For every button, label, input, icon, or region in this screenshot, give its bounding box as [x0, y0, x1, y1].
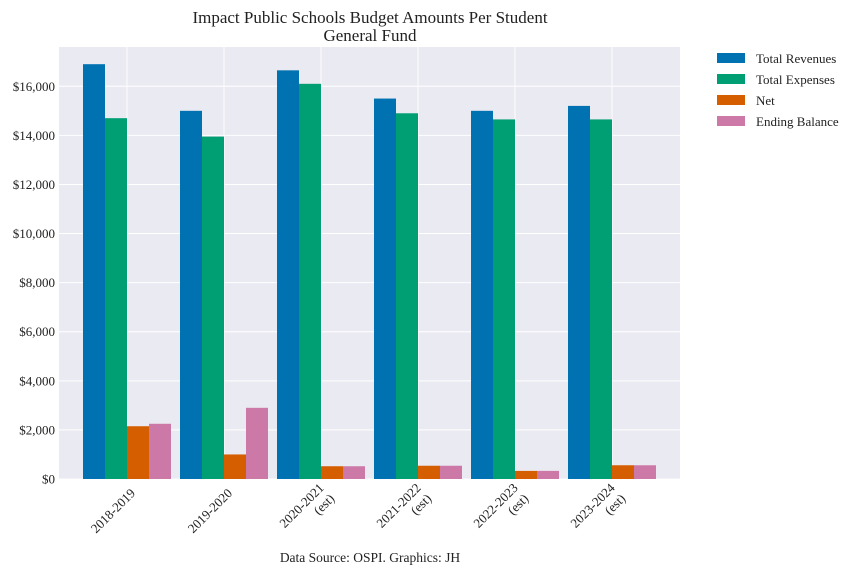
x-tick-label: 2022-2023(est) — [470, 480, 531, 530]
legend-label: Total Revenues — [756, 51, 836, 66]
bar-total-revenues — [83, 64, 105, 479]
bar-total-expenses — [590, 119, 612, 479]
bar-net — [612, 465, 634, 479]
bar-total-revenues — [568, 105, 590, 479]
y-tick-label: $8,000 — [19, 275, 55, 290]
chart-subtitle: General Fund — [323, 26, 417, 45]
bar-total-expenses — [105, 118, 127, 479]
bar-ending-balance — [634, 465, 656, 479]
bar-total-expenses — [396, 113, 418, 479]
legend-label: Total Expenses — [756, 72, 835, 87]
bar-ending-balance — [537, 470, 559, 479]
bar-ending-balance — [343, 466, 365, 479]
y-tick-label: $10,000 — [13, 226, 55, 241]
x-tick-label: 2019-2020 — [185, 485, 235, 535]
y-tick-label: $6,000 — [19, 324, 55, 339]
bar-net — [224, 454, 246, 479]
bar-net — [515, 470, 537, 479]
bars — [83, 64, 656, 480]
legend-label: Ending Balance — [756, 114, 839, 129]
x-tick-label: 2021-2022(est) — [373, 480, 434, 530]
x-tick-label: 2018-2019 — [88, 485, 138, 535]
bar-ending-balance — [246, 407, 268, 479]
bar-total-revenues — [471, 110, 493, 480]
source-note: Data Source: OSPI. Graphics: JH — [280, 550, 461, 565]
bar-total-expenses — [202, 136, 224, 479]
y-tick-label: $16,000 — [13, 79, 55, 94]
bar-net — [418, 465, 440, 479]
bar-ending-balance — [440, 465, 462, 479]
bar-total-expenses — [493, 119, 515, 479]
bar-total-expenses — [299, 83, 321, 480]
y-axis-ticks: $0 $2,000 $4,000 $6,000 $8,000 $10,000 $12,000… — [13, 79, 55, 487]
legend-swatch — [717, 116, 745, 126]
legend-swatch — [717, 74, 745, 84]
bar-total-revenues — [277, 70, 299, 480]
x-tick-label: 2023-2024(est) — [567, 480, 628, 531]
legend-swatch — [717, 53, 745, 63]
y-tick-label: $0 — [42, 472, 55, 487]
x-axis-ticks: 2018-2019 2019-2020 2020-2021(est) 2021-202… — [88, 480, 629, 536]
y-tick-label: $12,000 — [13, 177, 55, 192]
bar-net — [321, 466, 343, 479]
y-tick-label: $4,000 — [19, 373, 55, 388]
y-tick-label: $2,000 — [19, 422, 55, 437]
legend-swatch — [717, 95, 745, 105]
x-tick-label: 2020-2021(est) — [276, 480, 337, 530]
x-tick-label-line: 2018-2019 — [88, 485, 138, 535]
bar-net — [127, 426, 149, 479]
x-tick-label-line: 2019-2020 — [185, 485, 235, 535]
legend: Total Revenues Total Expenses Net Ending Ba… — [717, 51, 839, 129]
legend-label: Net — [756, 93, 775, 108]
chart-title: Impact Public Schools Budget Amounts Per… — [192, 8, 547, 27]
bar-ending-balance — [149, 423, 171, 479]
bar-total-revenues — [180, 110, 202, 480]
bar-total-revenues — [374, 98, 396, 479]
y-tick-label: $14,000 — [13, 128, 55, 143]
